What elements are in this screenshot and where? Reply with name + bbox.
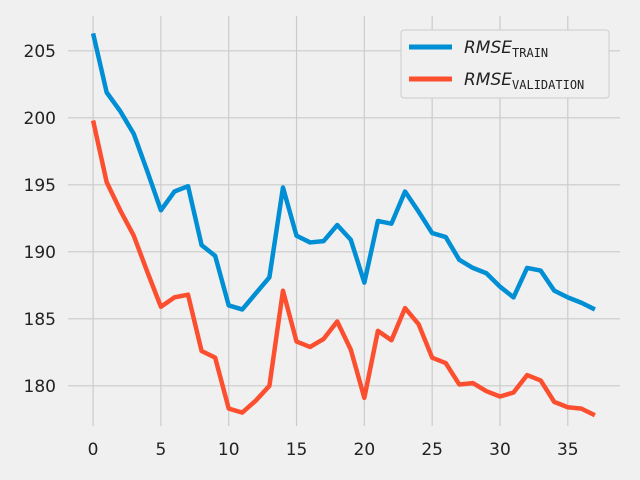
x-tick-label: 20 [354, 440, 376, 460]
y-tick-label: 195 [24, 176, 56, 196]
y-tick-label: 180 [24, 377, 56, 397]
x-tick-label: 35 [557, 440, 579, 460]
x-tick-label: 30 [489, 440, 511, 460]
y-tick-label: 190 [24, 243, 56, 263]
y-tick-label: 205 [24, 42, 56, 62]
legend: RMSETRAIN RMSEVALIDATION [400, 29, 610, 99]
series-line-validation [90, 120, 596, 418]
x-tick-label: 5 [155, 440, 166, 460]
legend-label-validation: RMSEVALIDATION [464, 70, 584, 92]
legend-label-train: RMSETRAIN [464, 38, 548, 60]
series-line-train [90, 32, 596, 312]
y-tick-label: 185 [24, 310, 56, 330]
x-tick-label: 15 [286, 440, 308, 460]
y-tick-label: 200 [24, 109, 56, 129]
series-layer [90, 32, 596, 418]
tick-labels: 0 5 10 15 20 25 30 35 180 185 190 195 200 205 [24, 42, 579, 460]
x-tick-label: 10 [218, 440, 240, 460]
x-tick-label: 0 [88, 440, 99, 460]
x-tick-label: 25 [421, 440, 443, 460]
legend-box [400, 29, 610, 99]
